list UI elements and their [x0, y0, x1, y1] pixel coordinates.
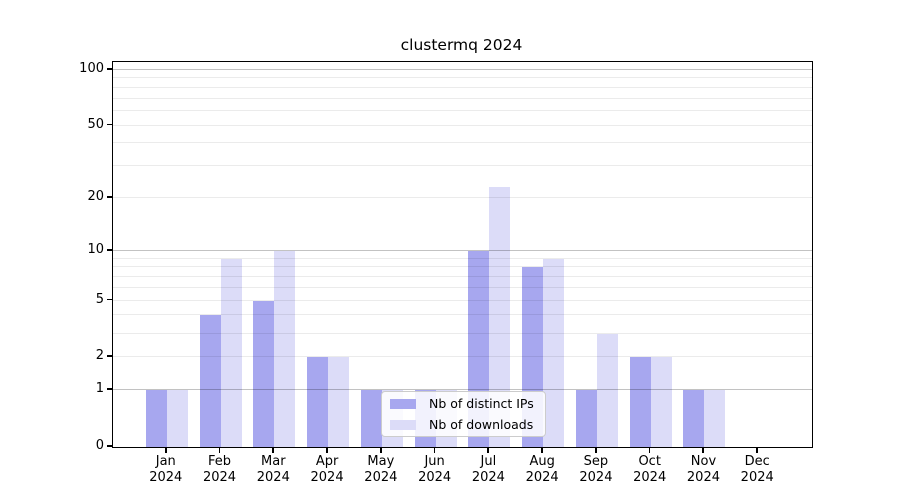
y-tick-5 — [107, 298, 112, 301]
x-tick-aug — [541, 448, 543, 453]
bar-ips-apr — [307, 357, 329, 447]
y-tick-label-100: 100 — [79, 60, 104, 76]
y-tick-label-1: 1 — [95, 381, 104, 397]
bar-ips-sep — [575, 390, 597, 447]
gridline-50 — [113, 124, 812, 126]
plot-area — [112, 61, 813, 448]
x-tick-label-nov: Nov 2024 — [686, 454, 720, 485]
x-tick-label-aug: Aug 2024 — [525, 454, 559, 485]
legend-swatch-ips-icon — [390, 398, 416, 409]
plot-canvas — [113, 62, 812, 447]
chart-title: clustermq 2024 — [400, 36, 523, 54]
y-tick-label-10: 10 — [87, 241, 104, 257]
x-tick-label-dec: Dec 2024 — [740, 454, 774, 485]
x-tick-mar — [272, 448, 275, 453]
bar-downloads-jul — [489, 187, 511, 447]
x-tick-may — [379, 448, 382, 453]
gridline-1 — [113, 389, 812, 391]
bar-downloads-apr — [328, 357, 350, 447]
x-tick-jan — [164, 448, 167, 453]
legend-item-distinct-ips: Nb of distinct IPs — [390, 396, 545, 411]
y-tick-2 — [107, 355, 112, 357]
x-tick-feb — [218, 448, 221, 453]
gridline-7 — [113, 276, 812, 278]
x-tick-label-may: May 2024 — [364, 454, 398, 485]
bar-ips-jan — [145, 390, 167, 447]
bar-downloads-feb — [220, 258, 242, 447]
bar-downloads-aug — [543, 258, 565, 447]
gridline-5 — [113, 299, 812, 301]
gridline-60 — [113, 109, 812, 111]
bar-ips-oct — [629, 357, 651, 447]
x-tick-label-apr: Apr 2024 — [310, 454, 344, 485]
y-tick-50 — [107, 123, 112, 126]
gridline-4 — [113, 314, 812, 316]
y-tick-100 — [107, 67, 112, 70]
bar-ips-feb — [199, 315, 221, 447]
gridline-10 — [113, 249, 812, 251]
x-tick-dec — [756, 448, 759, 453]
gridline-90 — [113, 77, 812, 79]
x-tick-label-feb: Feb 2024 — [202, 454, 237, 485]
gridline-2 — [113, 356, 812, 358]
gridline-8 — [113, 266, 812, 268]
gridline-20 — [113, 197, 812, 199]
gridline-40 — [113, 142, 812, 144]
bar-ips-may — [360, 390, 382, 447]
gridline-80 — [113, 86, 812, 88]
y-tick-label-2: 2 — [95, 348, 104, 364]
bar-downloads-mar — [274, 250, 296, 447]
gridline-3 — [113, 332, 812, 334]
x-tick-label-jan: Jan 2024 — [149, 454, 183, 485]
x-tick-sep — [594, 448, 597, 453]
x-tick-jul — [487, 448, 490, 453]
bar-downloads-nov — [704, 390, 726, 447]
y-tick-10 — [107, 248, 112, 251]
y-tick-label-0: 0 — [95, 438, 104, 453]
x-tick-label-jun: Jun 2024 — [418, 454, 452, 485]
legend: Nb of distinct IPs Nb of downloads — [381, 391, 546, 437]
y-tick-label-20: 20 — [87, 189, 104, 205]
x-tick-apr — [326, 448, 328, 453]
gridline-9 — [113, 257, 812, 259]
legend-swatch-downloads-icon — [390, 419, 416, 430]
x-tick-jun — [433, 448, 436, 453]
x-tick-label-oct: Oct 2024 — [633, 454, 667, 485]
gridline-70 — [113, 97, 812, 99]
bar-downloads-sep — [596, 333, 618, 447]
legend-label-distinct-ips: Nb of distinct IPs — [429, 396, 534, 411]
bar-ips-mar — [253, 300, 275, 447]
bar-ips-nov — [683, 390, 705, 447]
x-tick-label-sep: Sep 2024 — [579, 454, 613, 485]
y-tick-label-5: 5 — [95, 291, 104, 307]
x-tick-nov — [702, 448, 705, 453]
x-tick-label-mar: Mar 2024 — [256, 454, 290, 485]
x-tick-label-jul: Jul 2024 — [471, 454, 505, 485]
gridline-6 — [113, 286, 812, 288]
y-tick-20 — [107, 196, 112, 198]
gridline-100 — [113, 68, 812, 70]
y-tick-1 — [107, 388, 112, 391]
legend-label-downloads: Nb of downloads — [429, 417, 534, 432]
y-tick-0 — [107, 445, 112, 447]
bar-downloads-jan — [166, 390, 188, 447]
bar-downloads-oct — [650, 357, 672, 447]
gridline-30 — [113, 165, 812, 167]
legend-item-downloads: Nb of downloads — [390, 417, 545, 432]
y-tick-label-50: 50 — [87, 116, 104, 132]
x-tick-oct — [648, 448, 651, 453]
